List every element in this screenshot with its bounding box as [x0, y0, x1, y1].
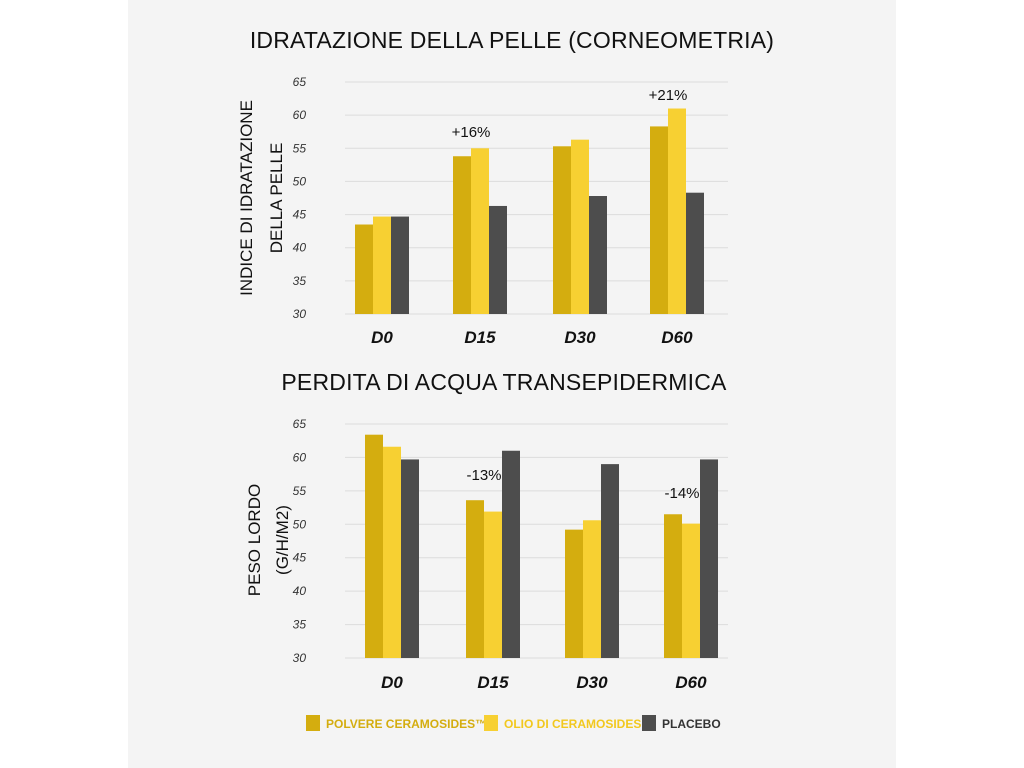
legend-item-label: POLVERE CERAMOSIDES™ [326, 717, 487, 731]
chart-title: IDRATAZIONE DELLA PELLE (CORNEOMETRIA) [250, 27, 774, 53]
bar [466, 500, 484, 658]
y-tick-label: 40 [293, 241, 307, 255]
bar [484, 511, 502, 658]
bar [571, 139, 589, 314]
y-tick-label: 35 [293, 274, 307, 288]
bar [453, 156, 471, 314]
bar [383, 446, 401, 658]
y-axis-label: DELLA PELLE [267, 143, 286, 254]
y-tick-label: 60 [293, 108, 307, 122]
y-tick-label: 65 [293, 75, 307, 89]
y-tick-label: 60 [293, 450, 307, 464]
bar [565, 529, 583, 658]
data-annotation: +21% [649, 87, 688, 104]
y-tick-label: 45 [293, 208, 307, 222]
bar [668, 108, 686, 314]
bar [682, 523, 700, 658]
x-tick-label: D15 [464, 328, 496, 347]
y-tick-label: 40 [293, 584, 307, 598]
x-tick-label: D30 [564, 328, 596, 347]
legend-swatch [306, 715, 320, 731]
bar [589, 196, 607, 314]
bar [502, 450, 520, 658]
bar [391, 216, 409, 314]
y-tick-label: 30 [293, 307, 307, 321]
x-tick-label: D15 [477, 673, 509, 692]
y-axis-label: (G/H/M2) [273, 505, 292, 575]
data-annotation: -14% [664, 485, 699, 502]
bar [583, 520, 601, 658]
legend-item-label: PLACEBO [662, 717, 721, 731]
x-tick-label: D30 [576, 673, 608, 692]
chart-title: PERDITA DI ACQUA TRANSEPIDERMICA [281, 369, 727, 395]
y-tick-label: 30 [293, 651, 307, 665]
y-tick-label: 55 [293, 484, 307, 498]
legend-item-label: OLIO DI CERAMOSIDES™ [504, 717, 653, 731]
x-tick-label: D0 [381, 673, 403, 692]
bar [700, 459, 718, 658]
bar [355, 224, 373, 314]
bar [471, 148, 489, 314]
bar [553, 146, 571, 314]
y-tick-label: 50 [293, 517, 307, 531]
y-tick-label: 65 [293, 417, 307, 431]
bar [401, 459, 419, 658]
x-tick-label: D60 [675, 673, 707, 692]
legend-swatch [484, 715, 498, 731]
y-tick-label: 45 [293, 551, 307, 565]
y-tick-label: 55 [293, 141, 307, 155]
bar [373, 216, 391, 314]
x-tick-label: D60 [661, 328, 693, 347]
y-axis-label: INDICE DI IDRATAZIONE [237, 100, 256, 296]
bar [664, 514, 682, 658]
bar [650, 126, 668, 314]
y-tick-label: 50 [293, 174, 307, 188]
bar [686, 192, 704, 314]
bar [601, 464, 619, 658]
x-tick-label: D0 [371, 328, 393, 347]
y-axis-label: PESO LORDO [245, 484, 264, 596]
bar [365, 434, 383, 658]
y-tick-label: 35 [293, 618, 307, 632]
bar [489, 205, 507, 314]
data-annotation: +16% [452, 124, 491, 141]
legend-swatch [642, 715, 656, 731]
data-annotation: -13% [466, 467, 501, 484]
